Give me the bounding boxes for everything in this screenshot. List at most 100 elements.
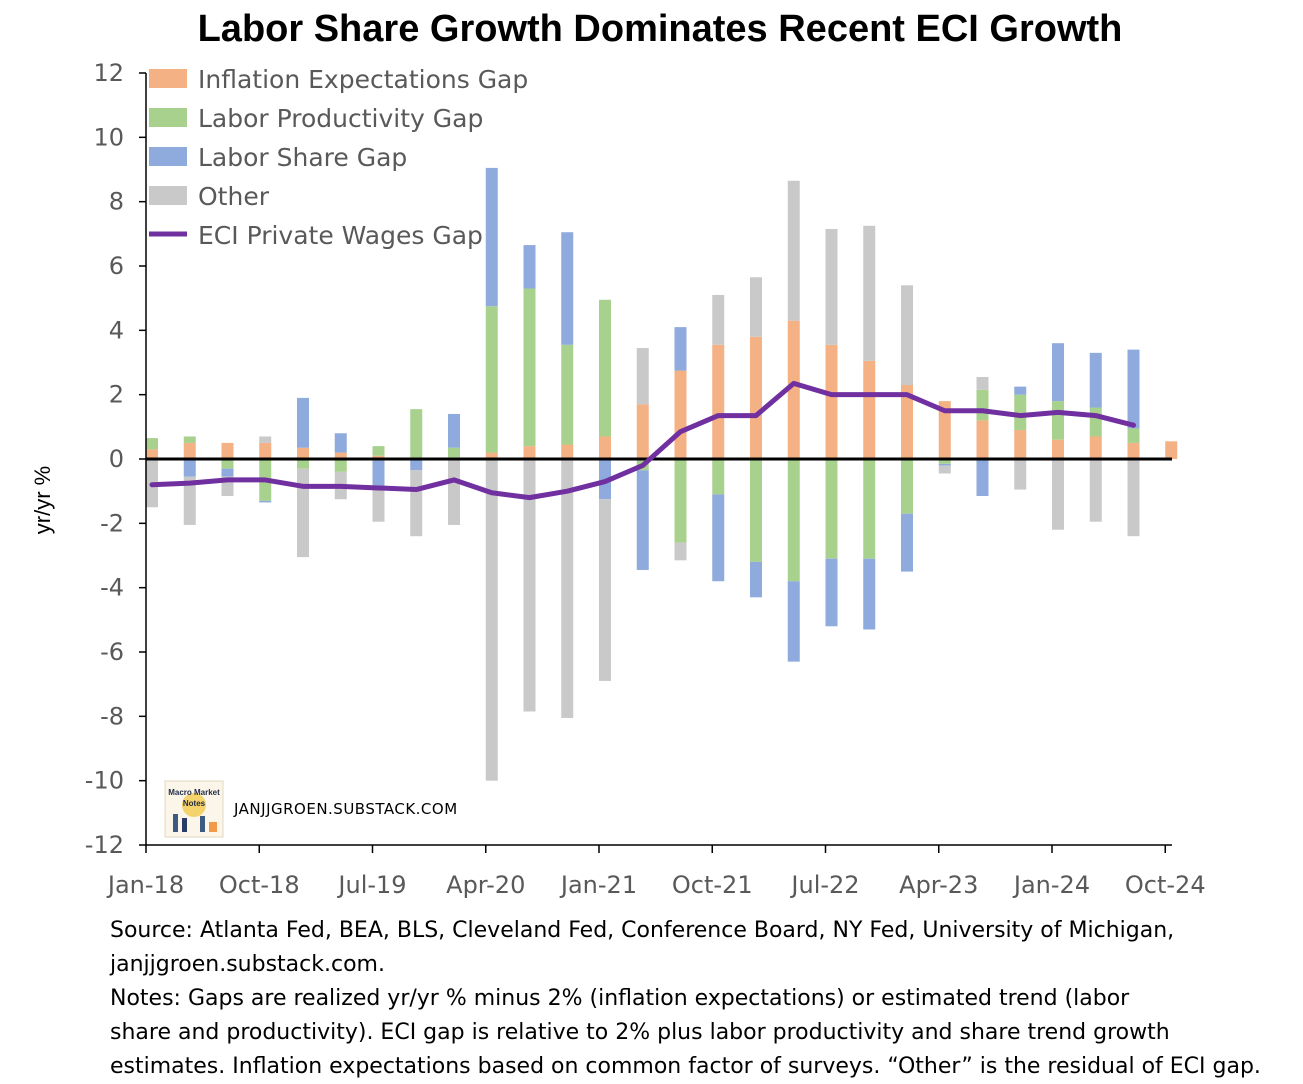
bar-labor-share-gap-2023Q3: [976, 459, 989, 496]
bar-labor-share-gap-2019Q4: [410, 459, 423, 471]
bars-layer: [146, 167, 1178, 781]
bar-inflation-expectations-gap-2021Q2: [636, 404, 649, 459]
bar-labor-productivity-gap-2019Q3: [372, 446, 385, 456]
bar-other-2023Q1: [901, 285, 913, 386]
bar-labor-productivity-gap-2024Q1: [1052, 401, 1064, 440]
bar-labor-share-gap-2022Q1: [750, 561, 762, 598]
bar-inflation-expectations-gap-2022Q3: [825, 344, 838, 459]
chart-area: 12 10 8 6 4 2 0 -2 -4 -6 -8 -10 -12 Jan-18 Oct-18 Jul-1…: [30, 59, 1206, 899]
bar-labor-productivity-gap-2021Q4: [712, 459, 725, 495]
y-tick-label: 12: [93, 59, 124, 87]
bar-inflation-expectations-gap-2020Q3: [523, 446, 536, 459]
bar-labor-productivity-gap-2021Q3: [674, 459, 687, 543]
bar-inflation-expectations-gap-2022Q1: [750, 336, 762, 459]
bar-labor-share-gap-2018Q4: [259, 500, 272, 503]
bar-labor-share-gap-2018Q3: [221, 468, 234, 477]
legend-label-2: Labor Share Gap: [198, 143, 407, 172]
bar-labor-productivity-gap-2021Q1: [599, 299, 611, 437]
legend-swatch-1: [149, 108, 187, 127]
y-tick-label: -4: [100, 574, 124, 602]
bar-other-2024Q2: [1089, 459, 1102, 522]
bar-labor-productivity-gap-2019Q2: [334, 459, 347, 472]
bar-inflation-expectations-gap-2024Q3: [1127, 442, 1140, 459]
bar-inflation-expectations-gap-2023Q1: [901, 385, 913, 459]
bar-labor-share-gap-2020Q3: [523, 245, 536, 289]
bar-other-2022Q3: [825, 229, 838, 345]
bar-labor-share-gap-2024Q2: [1089, 352, 1102, 408]
bar-inflation-expectations-gap-2020Q4: [561, 444, 574, 459]
source-line-2: janjjgroen.substack.com.: [110, 952, 385, 977]
bar-inflation-expectations-gap-2023Q4: [1014, 430, 1027, 459]
bar-labor-share-gap-2021Q3: [674, 327, 687, 371]
bar-labor-productivity-gap-2022Q3: [825, 459, 838, 559]
bar-labor-share-gap-2022Q4: [863, 558, 876, 630]
bar-inflation-expectations-gap-2022Q2: [787, 320, 800, 459]
bar-labor-share-gap-2023Q2: [938, 463, 951, 466]
bar-other-2019Q4: [410, 470, 423, 537]
bar-inflation-expectations-gap-2019Q3: [372, 455, 385, 459]
bar-other-2021Q3: [674, 542, 687, 561]
bar-other-2024Q3: [1127, 459, 1140, 537]
x-tick-label: Jan-18: [106, 871, 184, 899]
bar-inflation-expectations-gap-2021Q3: [674, 370, 687, 459]
bar-labor-productivity-gap-2018Q1: [146, 438, 158, 450]
x-tick-label: Apr-23: [899, 871, 978, 899]
bar-other-2020Q3: [523, 459, 536, 712]
x-tick-label: Oct-24: [1125, 871, 1206, 899]
bar-labor-share-gap-2022Q3: [825, 558, 838, 627]
bar-labor-share-gap-2020Q1: [448, 413, 460, 448]
bar-labor-productivity-gap-2022Q2: [787, 459, 800, 582]
x-tick-label: Oct-21: [672, 871, 753, 899]
bar-other-2023Q4: [1014, 459, 1027, 490]
bar-labor-productivity-gap-2023Q4: [1014, 394, 1027, 431]
bar-other-2020Q4: [561, 459, 574, 718]
x-tick-label: Apr-20: [446, 871, 525, 899]
y-tick-label: 6: [109, 252, 124, 280]
bar-labor-productivity-gap-2020Q1: [448, 447, 460, 458]
bar-labor-productivity-gap-2022Q1: [750, 459, 762, 562]
bar-labor-share-gap-2023Q1: [901, 513, 913, 572]
x-tick-label: Jan-21: [559, 871, 637, 899]
notes-line-3: estimates. Inflation expectations based …: [110, 1054, 1261, 1079]
bar-labor-share-gap-2024Q3: [1127, 349, 1140, 429]
legend-label-1: Labor Productivity Gap: [198, 104, 483, 133]
y-tick-label: -12: [85, 831, 124, 859]
legend-swatch-3: [149, 186, 187, 205]
x-tick-label: Jan-24: [1012, 871, 1090, 899]
bar-inflation-expectations-gap-2018Q4: [259, 442, 272, 459]
legend-swatch-0: [149, 69, 187, 88]
bar-inflation-expectations-gap-2023Q3: [976, 420, 989, 459]
chart-title: Labor Share Growth Dominates Recent ECI …: [197, 8, 1123, 50]
bar-labor-share-gap-2019Q2: [334, 433, 347, 453]
notes-line-2: share and productivity). ECI gap is rela…: [110, 1020, 1170, 1045]
bar-inflation-expectations-gap-2024Q1: [1052, 439, 1064, 459]
y-tick-label: -10: [85, 767, 124, 795]
bar-other-2018Q2: [183, 476, 196, 525]
bar-labor-productivity-gap-2019Q1: [297, 459, 309, 469]
bar-labor-productivity-gap-2023Q2: [938, 459, 951, 464]
bar-inflation-expectations-gap-2019Q2: [334, 452, 347, 459]
y-tick-label: 10: [93, 123, 124, 151]
y-tick-label: -8: [100, 702, 124, 730]
bar-labor-productivity-gap-2018Q3: [221, 459, 234, 469]
bar-labor-productivity-gap-2018Q2: [183, 436, 196, 443]
x-tick-label: Oct-18: [219, 871, 300, 899]
x-tick-label: Jul-19: [336, 871, 406, 899]
bar-labor-share-gap-2021Q4: [712, 494, 725, 582]
bar-labor-productivity-gap-2020Q3: [523, 288, 536, 447]
bar-labor-share-gap-2022Q2: [787, 581, 800, 662]
bar-labor-share-gap-2023Q4: [1014, 386, 1027, 395]
axes-layer: 12 10 8 6 4 2 0 -2 -4 -6 -8 -10 -12 Jan-18 Oct-18 Jul-1…: [85, 59, 1206, 899]
bar-other-2020Q1: [448, 459, 460, 525]
bar-other-2023Q2: [938, 465, 951, 474]
bar-labor-productivity-gap-2020Q2: [485, 306, 498, 453]
bar-other-2022Q1: [750, 277, 762, 337]
y-tick-label: -6: [100, 638, 124, 666]
legend-label-0: Inflation Expectations Gap: [198, 65, 528, 94]
bar-labor-share-gap-2018Q2: [183, 459, 196, 477]
bar-inflation-expectations-gap-2021Q4: [712, 344, 725, 459]
bar-inflation-expectations-gap-2024Q4: [1165, 441, 1178, 459]
bar-labor-share-gap-2020Q4: [561, 232, 574, 345]
source-line-1: Source: Atlanta Fed, BEA, BLS, Cleveland…: [110, 918, 1175, 943]
bar-labor-share-gap-2024Q1: [1052, 343, 1064, 402]
